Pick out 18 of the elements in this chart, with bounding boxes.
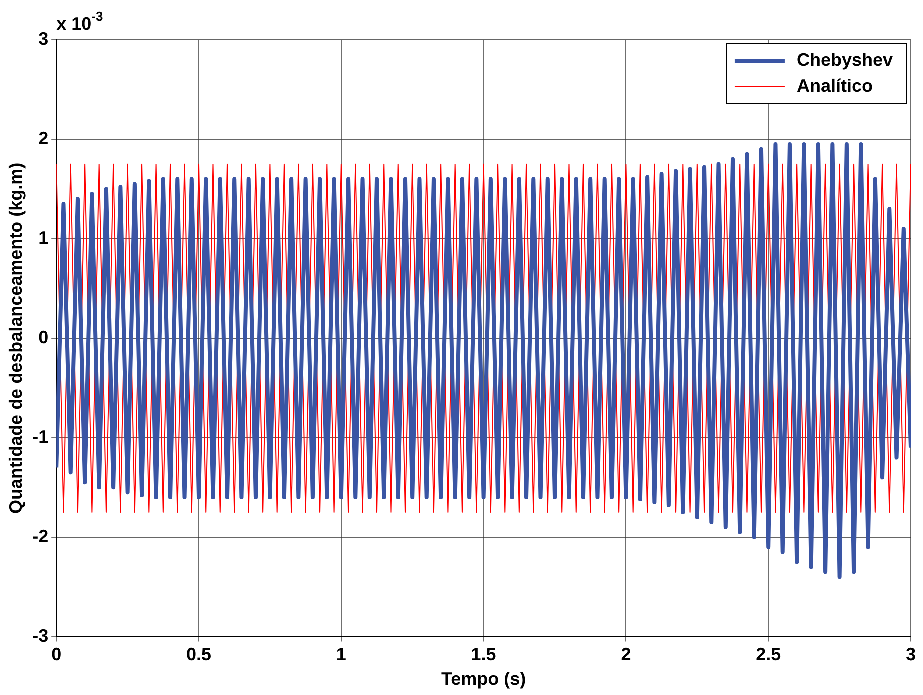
x-tick-label: 0 bbox=[52, 644, 62, 665]
x-tick-label: 1 bbox=[336, 644, 346, 665]
y-axis-title: Quantidade de desbalanceamento (kg.m) bbox=[6, 162, 26, 514]
x-tick-label: 0.5 bbox=[186, 644, 212, 665]
x-axis-title: Tempo (s) bbox=[441, 669, 526, 690]
legend-label: Analítico bbox=[796, 76, 873, 96]
y-tick-label: -3 bbox=[32, 626, 49, 646]
y-tick-label: -2 bbox=[32, 526, 49, 546]
y-tick-label: 0 bbox=[38, 327, 49, 348]
x-tick-label: 2 bbox=[621, 644, 632, 665]
y-tick-label: 3 bbox=[38, 28, 49, 49]
y-tick-label: 2 bbox=[38, 128, 49, 148]
y-tick-label: 1 bbox=[38, 228, 49, 248]
x-tick-label: 3 bbox=[906, 644, 916, 665]
legend-label: Chebyshev bbox=[796, 50, 894, 70]
x-tick-label: 2.5 bbox=[756, 644, 782, 665]
y-tick-label: -1 bbox=[32, 426, 49, 447]
x-tick-label: 1.5 bbox=[471, 644, 496, 665]
